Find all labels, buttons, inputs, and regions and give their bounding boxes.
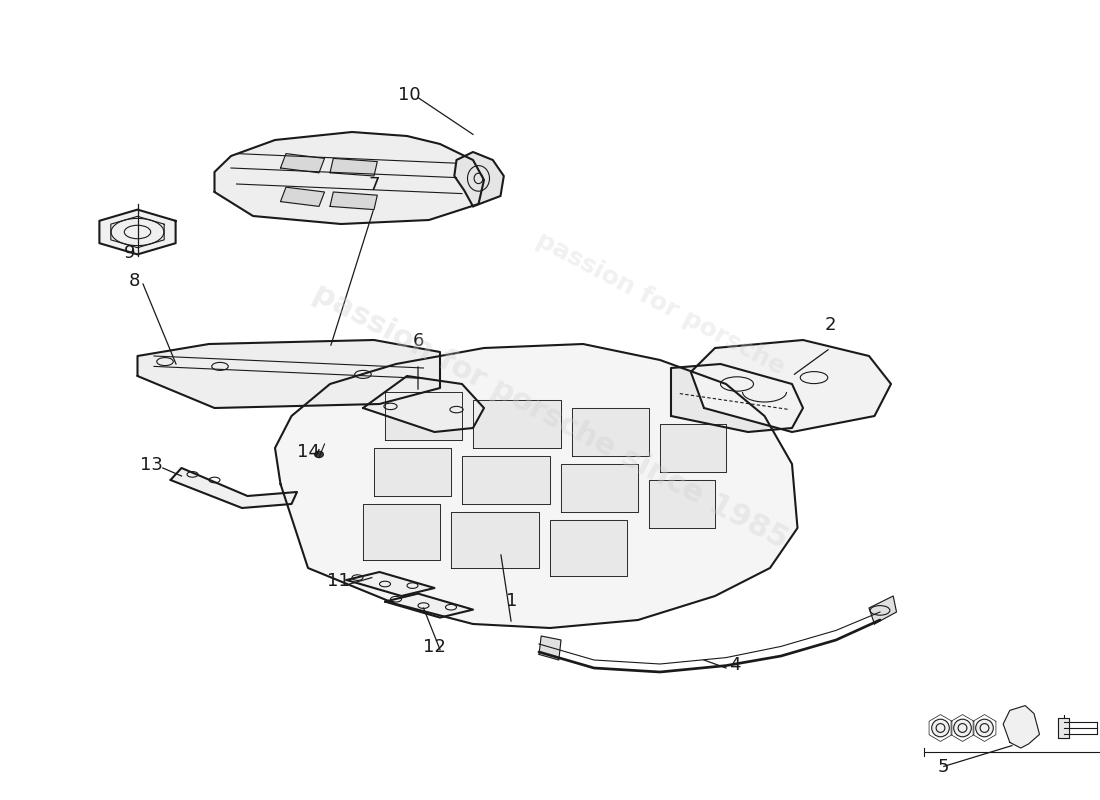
Polygon shape <box>660 424 726 472</box>
Polygon shape <box>275 344 798 628</box>
Polygon shape <box>280 187 324 206</box>
Text: 12: 12 <box>424 638 446 656</box>
Polygon shape <box>170 468 297 508</box>
Text: passion for porsche: passion for porsche <box>531 228 789 380</box>
Text: 2: 2 <box>825 315 836 334</box>
Polygon shape <box>649 480 715 528</box>
Ellipse shape <box>315 451 323 458</box>
Polygon shape <box>363 376 484 432</box>
Text: 14: 14 <box>297 443 319 461</box>
Polygon shape <box>214 132 484 224</box>
Polygon shape <box>473 400 561 448</box>
Polygon shape <box>138 340 440 408</box>
Text: passion for porsche since 1985: passion for porsche since 1985 <box>308 278 792 554</box>
Text: 10: 10 <box>398 86 420 104</box>
Polygon shape <box>869 596 896 624</box>
Polygon shape <box>280 154 324 173</box>
Polygon shape <box>363 504 440 560</box>
Polygon shape <box>451 512 539 568</box>
Polygon shape <box>374 448 451 496</box>
Polygon shape <box>99 210 176 254</box>
Text: 13: 13 <box>141 456 163 474</box>
Polygon shape <box>691 340 891 432</box>
Polygon shape <box>330 192 377 210</box>
Polygon shape <box>572 408 649 456</box>
Ellipse shape <box>976 719 993 737</box>
Polygon shape <box>462 456 550 504</box>
Ellipse shape <box>932 719 949 737</box>
Polygon shape <box>346 572 434 596</box>
Polygon shape <box>561 464 638 512</box>
Text: 1: 1 <box>506 592 517 610</box>
Text: 8: 8 <box>129 272 140 290</box>
Text: 5: 5 <box>938 758 949 776</box>
Text: 4: 4 <box>729 656 740 674</box>
Polygon shape <box>385 392 462 440</box>
Polygon shape <box>454 152 504 206</box>
Polygon shape <box>385 594 473 618</box>
Text: 7: 7 <box>368 176 379 194</box>
Ellipse shape <box>954 719 971 737</box>
Polygon shape <box>1058 718 1069 738</box>
Polygon shape <box>671 364 803 432</box>
Text: 11: 11 <box>328 573 350 590</box>
Text: 6: 6 <box>412 331 424 350</box>
Polygon shape <box>550 520 627 576</box>
Polygon shape <box>330 158 377 176</box>
Polygon shape <box>539 636 561 660</box>
Polygon shape <box>1003 706 1040 748</box>
Text: 9: 9 <box>124 245 135 262</box>
